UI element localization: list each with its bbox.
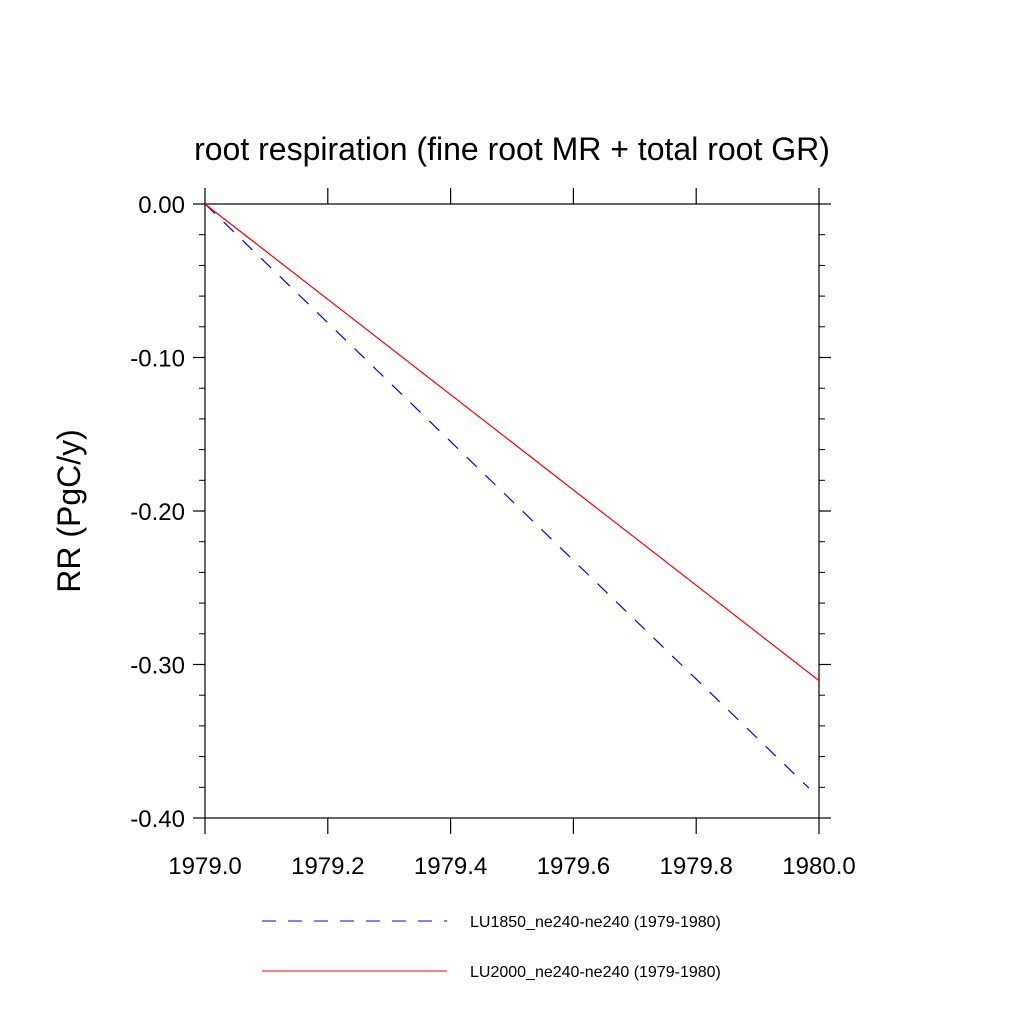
chart-title: root respiration (fine root MR + total r…: [194, 131, 830, 167]
series-line-1: [204, 203, 810, 789]
legend: LU1850_ne240-ne240 (1979-1980) LU2000_ne2…: [262, 914, 721, 981]
x-tick-label: 1979.2: [291, 853, 364, 880]
legend-label-2: LU2000_ne240-ne240 (1979-1980): [470, 964, 721, 981]
x-tick-label: 1979.0: [168, 853, 241, 880]
x-tick-label: 1979.6: [537, 853, 610, 880]
series-lines: [204, 203, 820, 789]
x-tick-label: 1979.8: [659, 853, 732, 880]
y-axis-label: RR (PgC/y): [51, 429, 87, 593]
plot-frame: [204, 203, 820, 819]
series-line-2: [204, 203, 820, 682]
legend-label-1: LU1850_ne240-ne240 (1979-1980): [470, 914, 721, 931]
y-tick-label: -0.10: [130, 346, 185, 373]
x-tick-label: 1980.0: [782, 853, 855, 880]
y-tick-label: -0.40: [130, 806, 185, 833]
x-tick-label: 1979.4: [414, 853, 487, 880]
axis-ticks: 0.00 -0.10 -0.20 -0.30 -0.40 1979.0 1979.2 1979…: [130, 188, 856, 880]
y-tick-label: -0.20: [130, 499, 185, 526]
y-tick-label: -0.30: [130, 653, 185, 680]
y-tick-label: 0.00: [138, 192, 185, 219]
